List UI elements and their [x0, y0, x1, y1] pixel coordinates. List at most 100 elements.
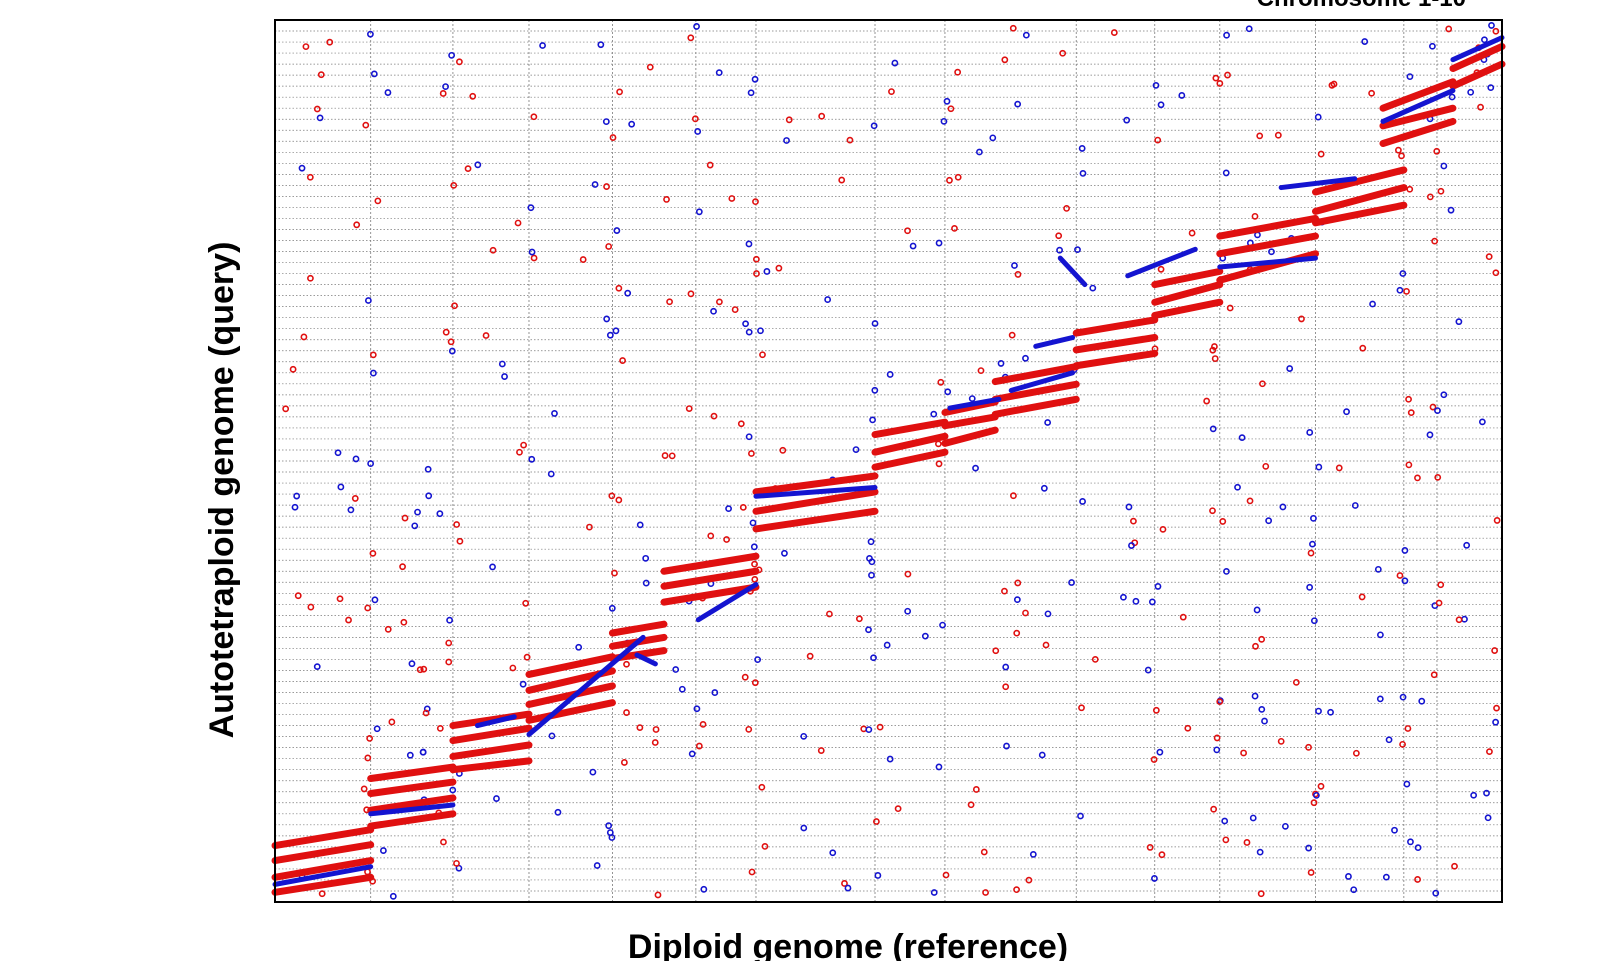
- blue-hit-point: [1481, 36, 1488, 44]
- red-hit-point: [894, 805, 902, 813]
- blue-hit-point: [1306, 583, 1314, 591]
- red-hit-point: [855, 615, 863, 623]
- red-hit-point: [741, 673, 749, 681]
- red-hit-point: [369, 549, 377, 557]
- red-hit-point: [369, 351, 377, 359]
- red-hit-point: [1328, 81, 1336, 89]
- red-synteny-block: [449, 741, 533, 760]
- blue-hit-point: [1343, 408, 1350, 416]
- red-synteny-block: [660, 583, 760, 606]
- blue-hit-point: [608, 604, 616, 612]
- red-synteny-block: [1216, 232, 1319, 258]
- blue-hit-point: [1254, 231, 1261, 239]
- red-hit-point: [318, 890, 326, 898]
- blue-hit-point: [1078, 145, 1086, 152]
- red-hit-point: [1310, 799, 1318, 807]
- red-hit-point: [364, 604, 372, 612]
- red-hit-point: [294, 592, 302, 600]
- blue-hit-point: [554, 808, 562, 816]
- blue-hit-point: [1222, 169, 1230, 177]
- blue-hit-point: [1125, 503, 1133, 511]
- blue-hit-point: [605, 822, 613, 830]
- blue-hit-point: [711, 689, 719, 696]
- blue-hit-point: [448, 347, 456, 355]
- red-hit-point: [1292, 678, 1300, 686]
- red-hit-point: [752, 198, 759, 206]
- blue-hit-point: [1310, 514, 1317, 522]
- red-hit-point: [530, 113, 538, 121]
- blue-hit-point: [1151, 875, 1158, 882]
- red-hit-point: [1246, 497, 1254, 505]
- blue-synteny-block: [1008, 370, 1076, 393]
- red-hit-point: [464, 165, 472, 173]
- red-synteny-block: [941, 413, 999, 430]
- blue-hit-point: [352, 455, 360, 463]
- blue-hit-point: [1132, 597, 1140, 605]
- red-hit-point: [1407, 409, 1415, 417]
- red-hit-point: [489, 246, 497, 254]
- red-synteny-block: [367, 810, 457, 830]
- red-hit-point: [1063, 205, 1070, 212]
- blue-hit-point: [597, 41, 605, 49]
- blue-hit-point: [1426, 431, 1434, 439]
- red-hit-point: [399, 563, 406, 571]
- red-hit-point: [1154, 136, 1162, 144]
- blue-hit-point: [688, 750, 696, 758]
- blue-hit-point: [624, 289, 632, 297]
- blue-hit-point: [1399, 270, 1407, 277]
- red-hit-point: [1317, 150, 1325, 158]
- red-synteny-block: [1216, 214, 1319, 240]
- blue-hit-point: [742, 320, 749, 328]
- red-hit-point: [972, 786, 980, 793]
- red-hit-point: [388, 718, 396, 726]
- blue-hit-point: [1074, 246, 1081, 254]
- red-hit-point: [1209, 346, 1217, 354]
- blue-synteny-block: [1278, 176, 1358, 191]
- blue-hit-point: [593, 862, 601, 869]
- red-hit-point: [360, 785, 368, 793]
- blue-hit-point: [602, 118, 610, 126]
- red-synteny-block: [271, 841, 375, 865]
- blue-hit-point: [909, 242, 917, 250]
- blue-hit-point: [693, 705, 701, 713]
- red-hit-point: [1492, 27, 1500, 35]
- red-hit-point: [436, 724, 444, 732]
- red-hit-point: [691, 115, 699, 123]
- red-hit-point: [723, 536, 731, 543]
- red-hit-point: [522, 599, 530, 607]
- red-hit-point: [1486, 748, 1493, 756]
- blue-hit-point: [1351, 502, 1359, 509]
- red-hit-point: [687, 34, 695, 42]
- blue-hit-point: [347, 506, 355, 514]
- blue-hit-point: [883, 641, 891, 649]
- red-synteny-block: [1151, 281, 1224, 306]
- red-hit-point: [1222, 836, 1230, 844]
- blue-hit-point: [1382, 873, 1390, 881]
- red-hit-point: [1335, 464, 1343, 472]
- blue-hit-point: [867, 538, 875, 546]
- blue-hit-point: [1068, 579, 1075, 586]
- blue-hit-point: [829, 849, 837, 857]
- blue-hit-point: [754, 656, 762, 664]
- red-hit-point: [616, 88, 623, 96]
- blue-hit-point: [1385, 736, 1393, 744]
- red-hit-point: [615, 496, 623, 504]
- red-hit-point: [1002, 683, 1010, 691]
- blue-hit-point: [1120, 593, 1127, 601]
- red-hit-point: [1008, 331, 1016, 339]
- red-hit-point: [942, 871, 950, 879]
- red-hit-point: [967, 801, 975, 809]
- red-hit-point: [806, 652, 814, 660]
- blue-hit-point: [1209, 425, 1217, 433]
- blue-hit-point: [1447, 206, 1455, 214]
- red-hit-point: [937, 378, 945, 386]
- red-hit-point: [530, 254, 538, 262]
- red-hit-point: [1368, 89, 1376, 97]
- red-hit-point: [1001, 56, 1009, 64]
- red-hit-point: [1157, 265, 1165, 273]
- red-hit-point: [888, 88, 895, 96]
- blue-hit-point: [939, 621, 946, 629]
- blue-hit-point: [370, 70, 378, 78]
- blue-hit-point: [1414, 844, 1422, 852]
